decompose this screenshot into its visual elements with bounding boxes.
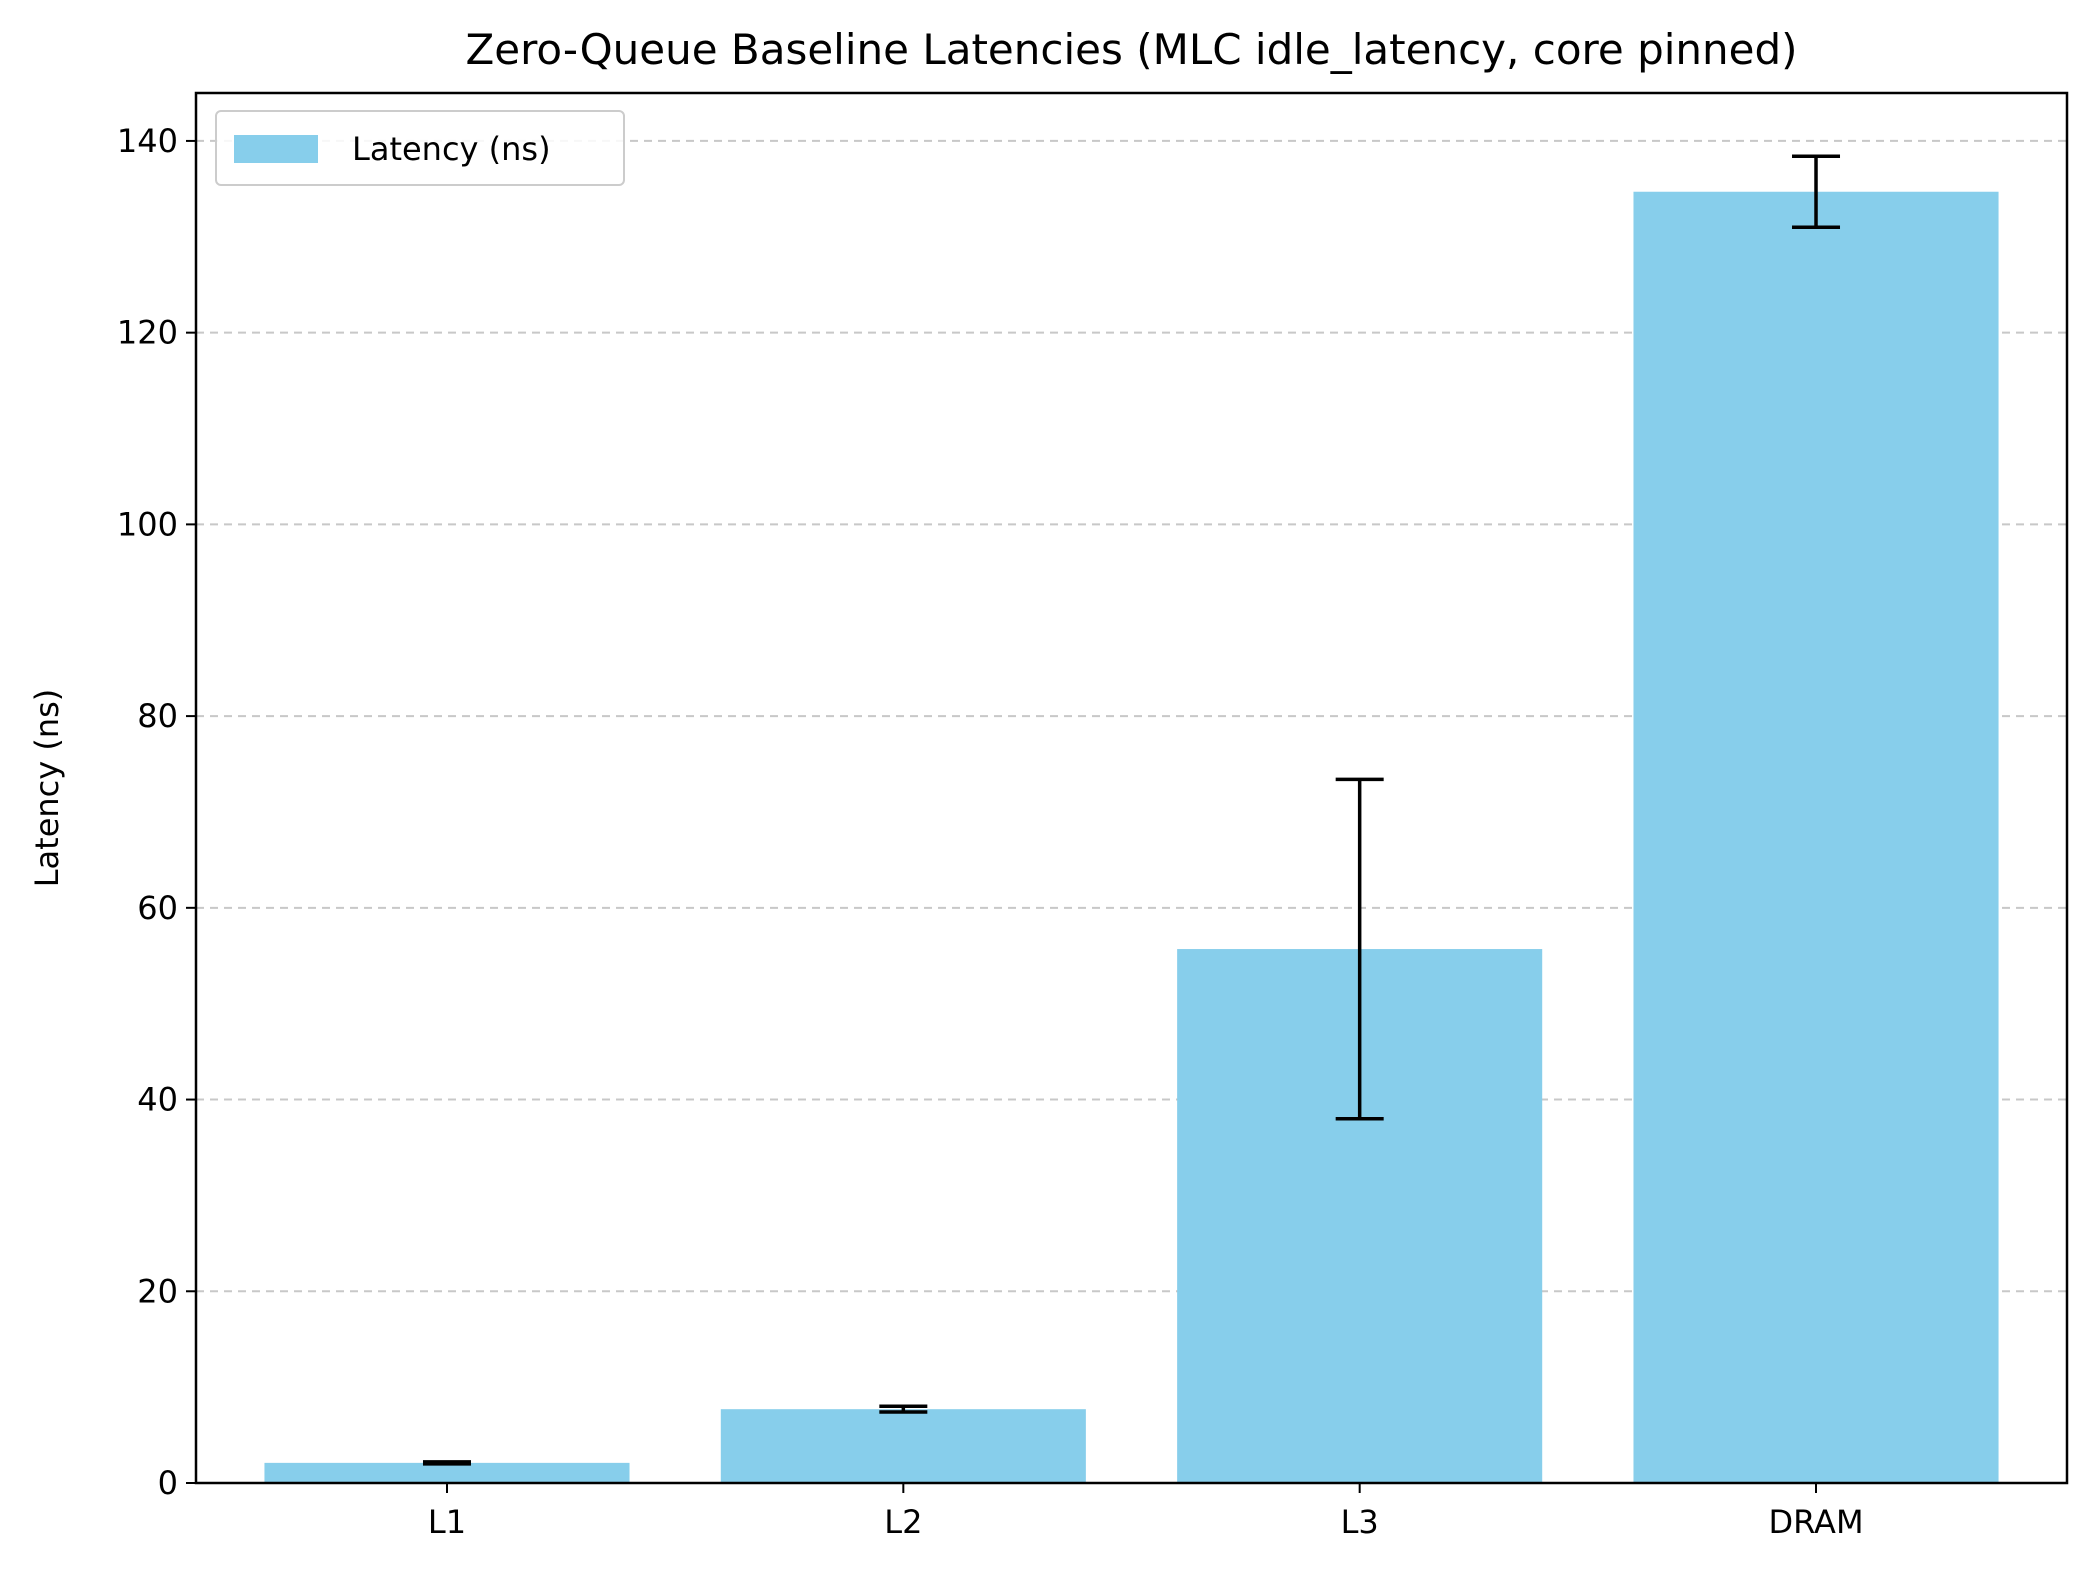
bar-dram	[1633, 191, 1999, 1484]
y-tick-label: 120	[117, 314, 178, 352]
y-tick-label: 60	[137, 889, 178, 927]
x-tick-label-l3: L3	[1341, 1503, 1379, 1541]
legend-box	[215, 110, 625, 186]
legend-label: Latency (ns)	[352, 130, 551, 168]
y-tick-label: 80	[137, 697, 178, 735]
chart-title: Zero-Queue Baseline Latencies (MLC idle_…	[465, 25, 1797, 74]
legend: Latency (ns)	[215, 110, 625, 186]
y-tick-label: 100	[117, 505, 178, 543]
error-bars-layer	[422, 154, 1841, 1466]
bar-l1	[264, 1462, 630, 1483]
y-tick-label: 20	[137, 1272, 178, 1310]
y-axis-label: Latency (ns)	[28, 689, 66, 888]
x-axis: L1 L2 L3 DRAM	[428, 1483, 1864, 1541]
y-axis: 0 20 40 60 80 100 120 140	[117, 122, 196, 1502]
y-tick-label: 0	[158, 1464, 178, 1502]
bar-l2	[720, 1409, 1086, 1483]
x-tick-label-dram: DRAM	[1768, 1503, 1863, 1541]
y-tick-label: 140	[117, 122, 178, 160]
legend-swatch	[234, 135, 318, 163]
x-tick-label-l1: L1	[428, 1503, 466, 1541]
y-tick-label: 40	[137, 1081, 178, 1119]
x-tick-label-l2: L2	[884, 1503, 922, 1541]
plot-frame	[194, 91, 2069, 1485]
